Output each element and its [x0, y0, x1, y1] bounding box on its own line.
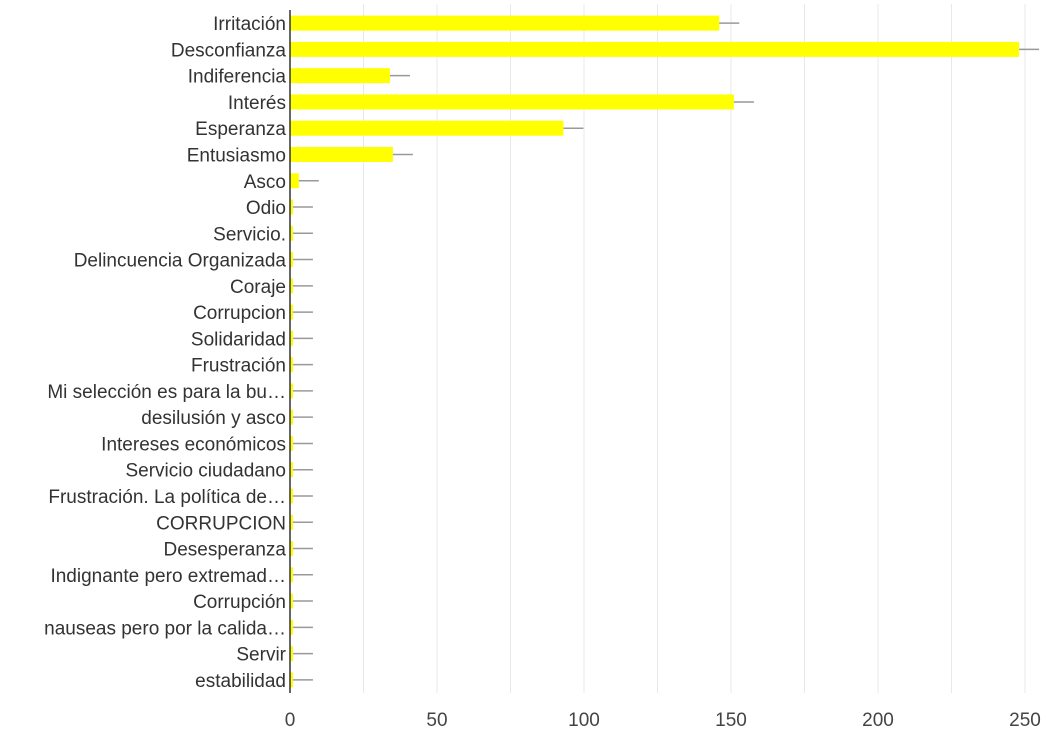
category-label: Servicio ciudadano — [125, 461, 286, 482]
category-label: Servir — [236, 645, 286, 666]
x-tick-label: 0 — [285, 710, 296, 731]
category-label: Esperanza — [195, 119, 286, 140]
bar-nauseas-pero-por-la-calida — [290, 619, 293, 635]
category-label: nauseas pero por la calida… — [44, 618, 286, 639]
bar-corrupcion — [290, 304, 293, 320]
bar-servir — [290, 646, 293, 662]
bar-corrupcion — [290, 593, 293, 609]
grid-lines — [363, 4, 1026, 693]
bars — [290, 15, 1020, 688]
category-label: Interés — [228, 93, 286, 114]
bar-indignante-pero-extremad — [290, 567, 293, 583]
category-label: Frustración — [191, 356, 286, 377]
category-label: desilusión y asco — [141, 408, 286, 429]
category-label: Solidaridad — [191, 329, 286, 350]
bar-asco — [290, 173, 299, 189]
bar-indiferencia — [290, 68, 390, 84]
category-label: Frustración. La política de… — [48, 487, 286, 508]
category-label: Corrupcion — [193, 303, 286, 324]
bar-esperanza — [290, 120, 564, 136]
category-label: Indiferencia — [188, 67, 287, 88]
category-label: Desconfianza — [171, 40, 287, 61]
x-tick-label: 150 — [715, 710, 747, 731]
bar-solidaridad — [290, 330, 293, 346]
category-label: Intereses económicos — [101, 434, 286, 455]
bar-delincuencia-organizada — [290, 252, 293, 268]
bar-odio — [290, 199, 293, 215]
category-label: Corrupción — [193, 592, 286, 613]
category-label: Desesperanza — [163, 540, 286, 561]
category-label: Entusiasmo — [187, 145, 286, 166]
category-label: Asco — [244, 172, 286, 193]
bar-desconfianza — [290, 41, 1020, 57]
category-label: estabilidad — [195, 671, 286, 692]
category-labels: Irritación Desconfianza Indiferencia Interé… — [44, 14, 287, 692]
x-tick-label: 250 — [1009, 710, 1041, 731]
bar-corrupcion — [290, 514, 293, 530]
category-label: Irritación — [213, 14, 286, 35]
bar-irritacion — [290, 15, 720, 31]
category-label: Servicio. — [213, 224, 286, 245]
x-tick-label: 50 — [426, 710, 447, 731]
bar-servicio — [290, 225, 293, 241]
x-tick-label: 200 — [862, 710, 894, 731]
bar-frustracion — [290, 357, 293, 373]
category-label: Odio — [246, 198, 286, 219]
bar-interes — [290, 94, 734, 110]
bar-intereses-economicos — [290, 435, 293, 451]
category-label: Indignante pero extremad… — [50, 566, 286, 587]
error-lines — [292, 22, 1040, 681]
category-label: Coraje — [230, 277, 286, 298]
bar-servicio-ciudadano — [290, 462, 293, 478]
bar-frustracion-la-politica-de — [290, 488, 293, 504]
x-tick-labels: 0 50 100 150 200 250 — [285, 710, 1041, 731]
category-label: Mi selección es para la bu… — [47, 382, 286, 403]
bar-entusiasmo — [290, 146, 393, 162]
bar-estabilidad — [290, 672, 293, 688]
category-label: CORRUPCION — [156, 513, 286, 534]
x-tick-label: 100 — [568, 710, 600, 731]
category-label: Delincuencia Organizada — [74, 251, 287, 272]
bar-mi-seleccion-es-para-la-bu — [290, 383, 293, 399]
bar-desilusion-y-asco — [290, 409, 293, 425]
bar-desesperanza — [290, 541, 293, 557]
bar-coraje — [290, 278, 293, 294]
